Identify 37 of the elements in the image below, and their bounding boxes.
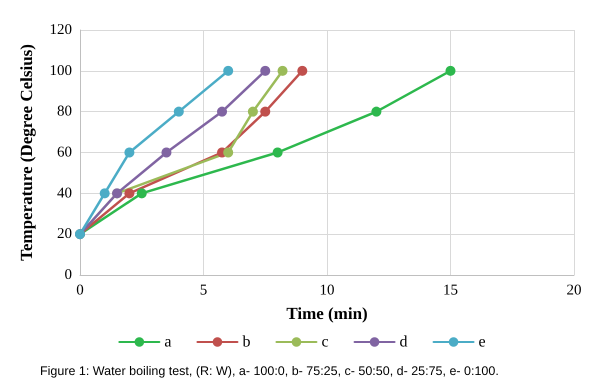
point — [371, 106, 382, 117]
x-tick-label: 20 — [566, 282, 582, 298]
x-tick-label: 5 — [200, 282, 208, 298]
point — [124, 188, 134, 198]
legend-label: d — [400, 334, 408, 350]
point — [124, 148, 134, 158]
point — [446, 66, 456, 76]
point — [161, 148, 172, 158]
legend-label: e — [478, 334, 486, 350]
point — [278, 66, 288, 76]
y-tick-label: 0 — [64, 267, 72, 283]
y-tick-label: 100 — [50, 62, 72, 79]
y-tick-label: 20 — [57, 226, 72, 242]
point — [272, 148, 283, 158]
x-tick-label: 10 — [320, 282, 334, 298]
point — [297, 66, 308, 76]
point — [136, 188, 147, 198]
point — [260, 66, 270, 76]
y-tick-label: 60 — [57, 144, 72, 160]
legend-label: c — [321, 334, 329, 350]
y-tick-label: 40 — [57, 185, 72, 202]
point — [223, 148, 234, 158]
caption: Figure 1: Water boiling test, (R: W), a- 100:0, b- 75:25, c- 50:50, d- 25:75, e- 0:100. — [39, 364, 500, 378]
point — [248, 106, 258, 117]
x-tick-label: 15 — [443, 282, 458, 298]
point — [174, 106, 184, 117]
x-tick-label: 0 — [76, 282, 84, 298]
y-tick-label: 80 — [57, 104, 72, 120]
point — [260, 106, 270, 117]
point — [223, 66, 234, 76]
legend-label: b — [242, 334, 250, 350]
y-tick-label: 120 — [50, 22, 72, 38]
point — [217, 106, 228, 117]
legend-label: a — [164, 334, 172, 350]
x-axis-title: Time (min) — [286, 304, 368, 323]
point — [100, 188, 110, 198]
y-axis-title: Temperature (Degree Celsius) — [17, 44, 36, 261]
